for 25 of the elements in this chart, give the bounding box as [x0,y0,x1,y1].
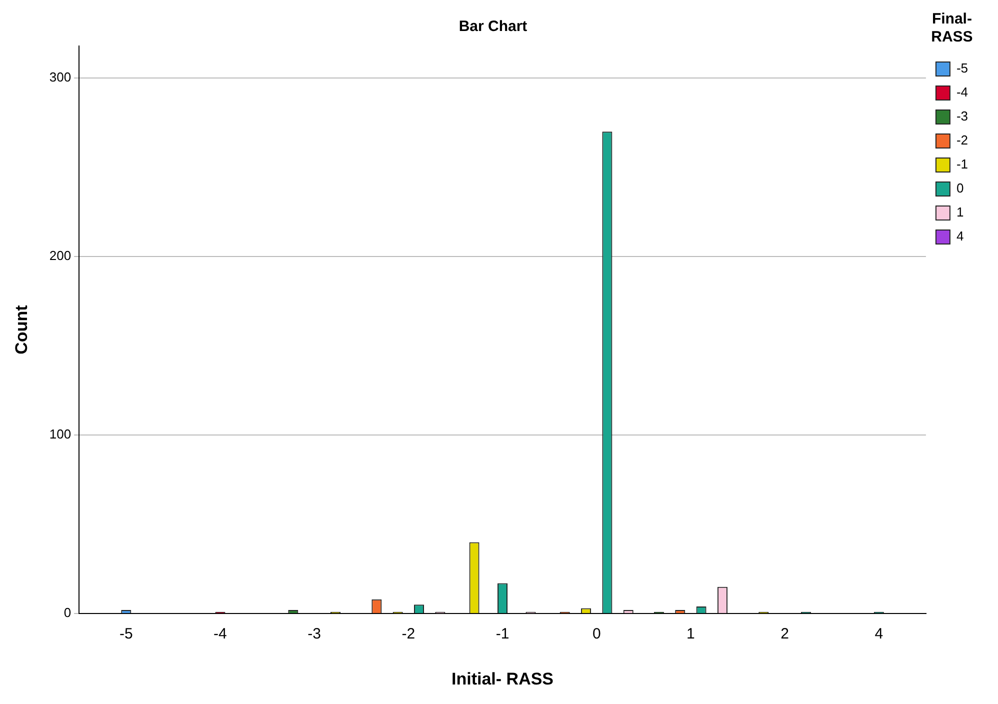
legend-title: Final-RASS [931,10,973,46]
x-tick-label: 0 [592,626,601,643]
x-axis-title: Initial- RASS [452,669,554,688]
y-tick-label: 100 [49,426,72,442]
legend-label: -4 [956,84,968,100]
legend-label: 4 [956,228,964,244]
chart-title: Bar Chart [458,18,528,36]
x-tick-label: -3 [308,626,321,643]
legend-label: 1 [956,204,964,220]
x-tick-label: -2 [402,626,416,643]
y-tick-label: 0 [64,605,72,620]
legend-label: -2 [956,132,968,148]
legend-label: -1 [956,156,968,172]
y-tick-label: 300 [49,70,72,85]
x-tick-label: -4 [214,626,227,643]
x-tick-label: -5 [119,626,133,643]
x-tick-label: 2 [780,626,789,643]
legend-label: -5 [956,60,968,76]
y-axis-title: Count [12,304,31,354]
x-tick-label: 1 [686,626,695,643]
x-tick-label: -1 [496,626,510,643]
y-tick-label: 200 [49,248,72,264]
x-tick-label: 4 [874,626,884,643]
legend-label: -3 [956,108,968,124]
legend-label: 0 [956,180,964,196]
